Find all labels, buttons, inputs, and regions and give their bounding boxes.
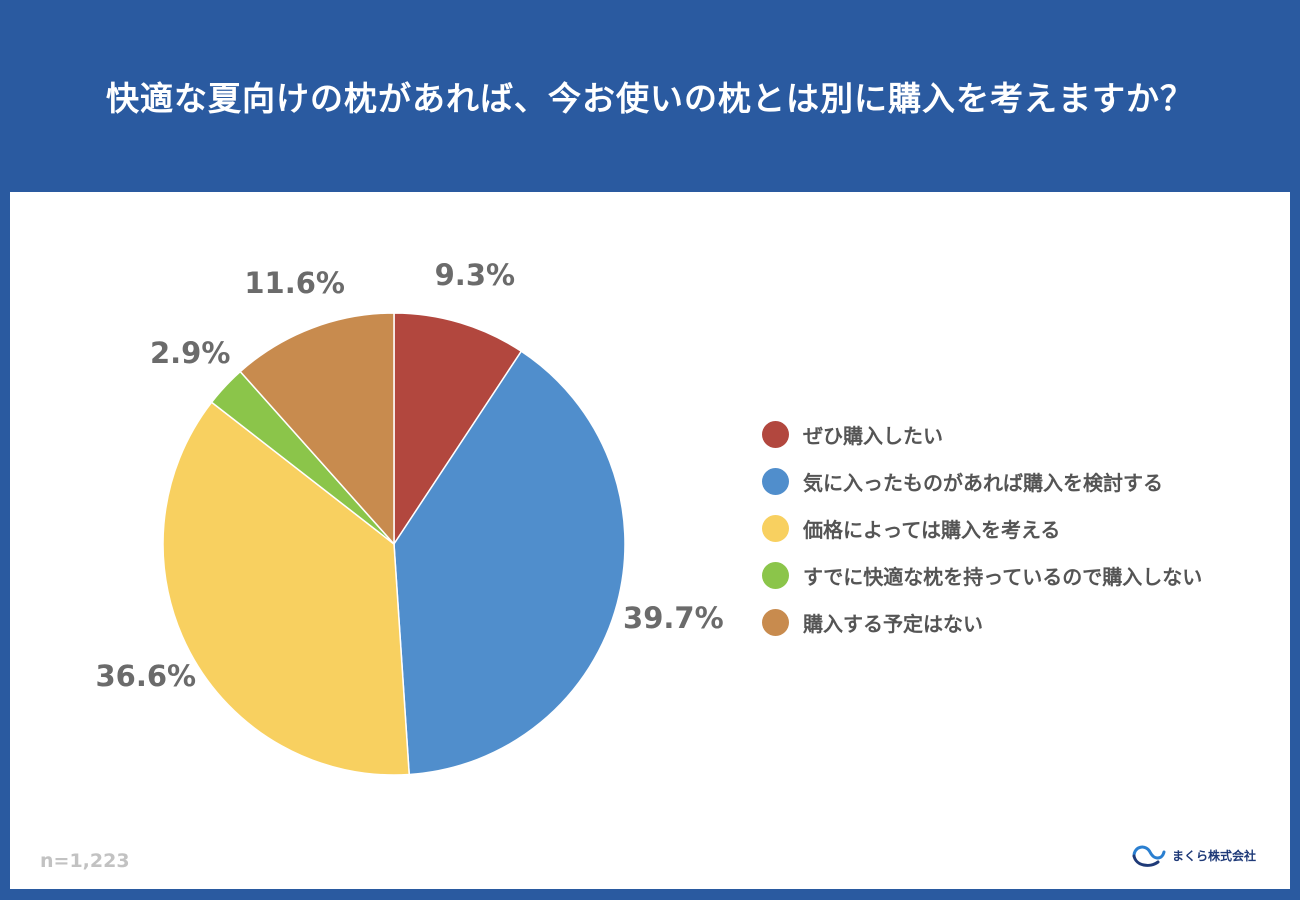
- legend-label-2: 気に入ったものがあれば購入を検討する: [803, 471, 1163, 495]
- legend-item-5: 購入する予定はない: [762, 599, 1202, 646]
- pie-slice-5: [239, 312, 395, 546]
- pie-slice-2: [393, 350, 626, 776]
- legend-swatch-3: [762, 515, 789, 542]
- legend-item-4: すでに快適な枕を持っているので購入しない: [762, 552, 1202, 599]
- legend-item-1: ぜひ購入したい: [762, 411, 1202, 458]
- chart-panel: 9.3% 39.7% 36.6% 2.9% 11.6% ぜひ購入したい気に入ったものがあ…: [10, 192, 1290, 889]
- legend-label-4: すでに快適な枕を持っているので購入しない: [803, 565, 1203, 589]
- legend-swatch-5: [762, 609, 789, 636]
- chart-title: 快適な夏向けの枕があれば、今お使いの枕とは別に購入を考えますか？: [106, 79, 1194, 118]
- makura-logo-icon: [1132, 845, 1166, 867]
- sample-size: n=1,223: [40, 850, 130, 872]
- company-logo: まくら株式会社: [1128, 840, 1256, 870]
- legend-swatch-1: [762, 421, 789, 448]
- legend-item-3: 価格によっては購入を考える: [762, 505, 1202, 552]
- legend-label-3: 価格によっては購入を考える: [803, 518, 1061, 542]
- legend-label-5: 購入する予定はない: [803, 612, 983, 636]
- company-name: まくら株式会社: [1172, 848, 1257, 863]
- percent-label-5: 11.6%: [244, 266, 345, 301]
- percent-label-2: 39.7%: [623, 600, 724, 635]
- percent-label-4: 2.9%: [149, 336, 231, 371]
- pie-slice-1: [393, 312, 523, 547]
- legend-swatch-2: [762, 468, 789, 495]
- legend: ぜひ購入したい気に入ったものがあれば購入を検討する 価格によっては購入を考えるすで…: [762, 411, 1202, 646]
- legend-item-2: 気に入ったものがあれば購入を検討する: [762, 458, 1202, 505]
- header-bar: 快適な夏向けの枕があれば、今お使いの枕とは別に購入を考えますか？: [0, 0, 1300, 192]
- pie-slice-3: [162, 401, 411, 776]
- legend-swatch-4: [762, 562, 789, 589]
- percent-label-3: 36.6%: [95, 658, 197, 693]
- percent-label-1: 9.3%: [434, 257, 516, 292]
- legend-label-1: ぜひ購入したい: [803, 424, 943, 448]
- pie-chart: [162, 312, 626, 776]
